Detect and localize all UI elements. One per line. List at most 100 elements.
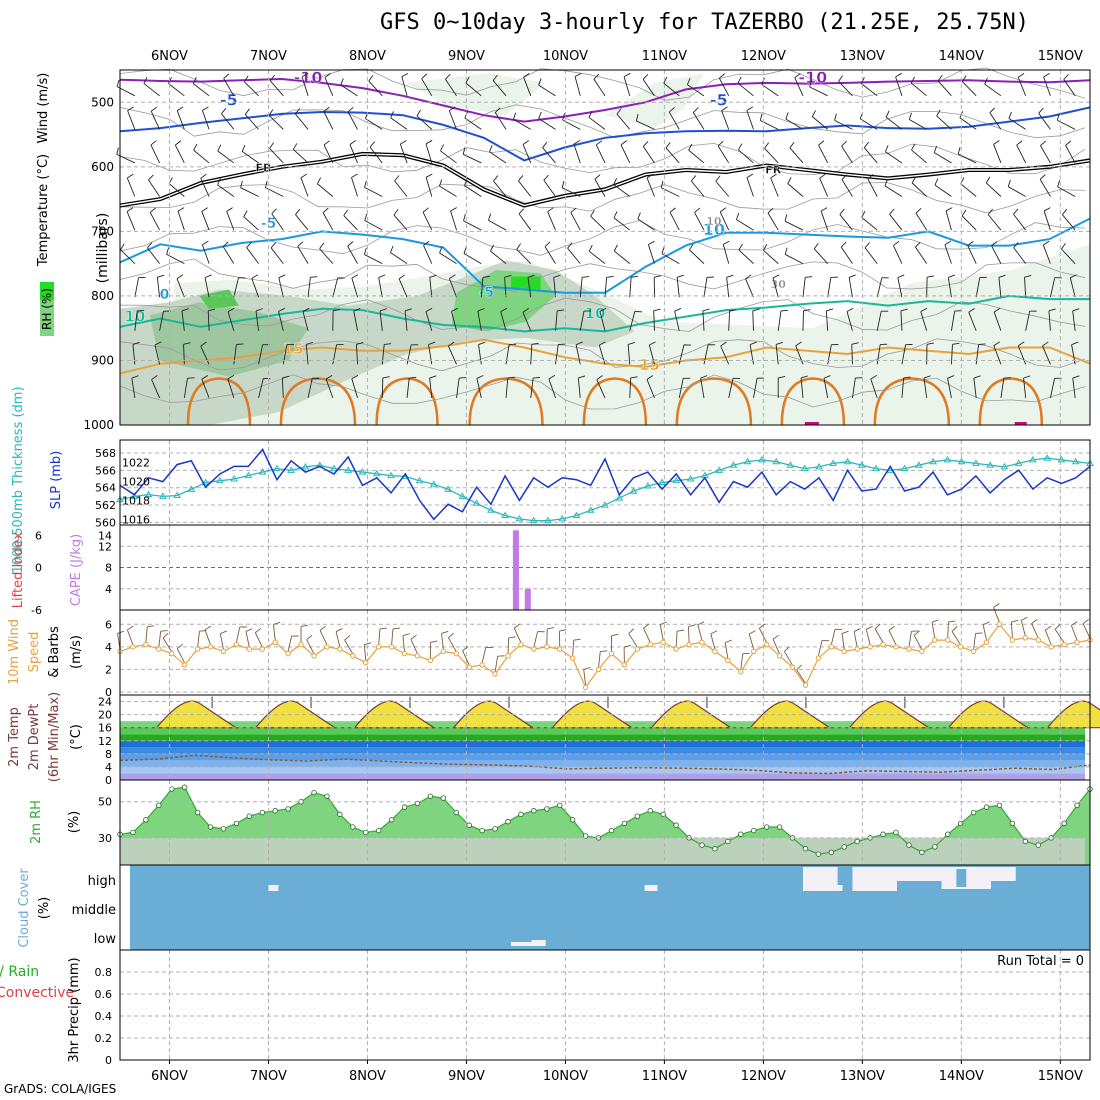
wind-barb-flag xyxy=(630,376,638,379)
thickness-marker xyxy=(1029,455,1037,463)
wind-barb-shaft xyxy=(915,246,928,264)
wind-barb-shaft xyxy=(998,277,1002,298)
wind-barb-flag xyxy=(356,342,364,345)
wind-barb-flag xyxy=(805,276,813,278)
wind-barb-shaft xyxy=(737,82,754,97)
wind-barb-shaft xyxy=(784,254,804,265)
rh-marker xyxy=(957,820,964,827)
wind-barb-shaft xyxy=(702,310,705,331)
temp-tick-label: 16 xyxy=(98,722,112,735)
wind-barb-shaft xyxy=(227,311,235,331)
wind-barb-shaft xyxy=(555,310,558,331)
wind-barb-flag xyxy=(677,274,684,278)
thickness-marker xyxy=(273,464,281,472)
wind-barb-flag xyxy=(137,309,145,312)
wind-barb-shaft xyxy=(613,217,631,231)
wind-barb-shaft xyxy=(393,214,408,231)
wind-speed-marker xyxy=(1074,639,1080,646)
wind-barb-shaft xyxy=(378,628,381,645)
cloud-patch-gap xyxy=(956,869,967,887)
wind-barb-flag xyxy=(245,628,253,632)
credit-label: GrADS: COLA/IGES xyxy=(4,1082,117,1096)
wind-barb-shaft xyxy=(839,214,853,231)
wind-barb-flag xyxy=(903,376,911,379)
wind-barb-shaft xyxy=(947,622,949,639)
wind-barb-flag xyxy=(183,342,191,345)
wind-barb-flag xyxy=(202,106,209,111)
wind-barb-flag xyxy=(1011,619,1019,623)
wind-barb-shaft xyxy=(207,310,210,331)
rh-marker xyxy=(259,809,265,816)
wind-barb-flag xyxy=(599,307,607,312)
wind-barb-flag xyxy=(278,307,286,312)
temp-max-hump xyxy=(749,700,832,729)
wind-barb-shaft xyxy=(876,344,881,365)
wind-barb-flag xyxy=(273,621,281,625)
wind-speed-marker xyxy=(841,648,847,655)
wind-barb-shaft xyxy=(322,212,334,231)
wind-barb-flag xyxy=(723,240,730,245)
wind-barb-flag xyxy=(166,247,169,255)
thickness-marker xyxy=(843,457,852,465)
wind-barb-flag xyxy=(820,207,828,212)
wind-barb-shaft xyxy=(665,147,680,164)
wind-barb-flag xyxy=(379,627,387,630)
thickness-marker xyxy=(1057,455,1066,463)
wind-barb-flag xyxy=(477,308,485,312)
wind-barb-flag xyxy=(944,240,952,246)
wind-barb-shaft xyxy=(901,344,906,365)
wind-barb-shaft xyxy=(984,83,1002,97)
wind-barb-shaft xyxy=(391,628,394,645)
thickness-marker xyxy=(344,466,353,473)
thickness-marker xyxy=(301,462,310,470)
wind-barb-flag xyxy=(439,246,443,254)
wind-barb-shaft xyxy=(143,83,160,97)
wind-speed-marker xyxy=(970,648,977,655)
wind-barb-flag xyxy=(181,308,189,312)
wind-barb-shaft xyxy=(505,344,510,365)
wind-barb-flag xyxy=(784,214,788,222)
wind-barb-flag xyxy=(465,76,470,84)
wind-barb-flag xyxy=(148,174,154,181)
wind-barb-shaft xyxy=(258,378,264,398)
wind-barb-shaft xyxy=(1031,623,1039,639)
thickness-label: 1000-500mb Thickness (dm) xyxy=(11,386,26,573)
wind-barb-flag xyxy=(300,173,308,179)
wind-barb-flag xyxy=(787,177,792,184)
wind-barb-flag xyxy=(221,108,227,114)
wind-barb-shaft xyxy=(154,344,161,365)
wind-barb-shaft xyxy=(1008,118,1026,130)
wind-barb-shaft xyxy=(204,629,211,646)
wind-barb-shaft xyxy=(613,184,631,197)
wind-barb-flag xyxy=(811,110,816,117)
wind-speed-marker xyxy=(634,646,641,652)
wind-barb-shaft xyxy=(897,277,903,298)
wind-barb-flag xyxy=(1057,180,1061,188)
wind-barb-flag xyxy=(796,664,802,671)
wind-barb-shaft xyxy=(448,110,457,130)
wind-barb-flag xyxy=(745,274,752,280)
thickness-marker xyxy=(216,476,224,484)
wind-speed-marker xyxy=(285,650,291,657)
wind-barb-shaft xyxy=(351,277,358,298)
wind-barb-shaft xyxy=(915,212,928,231)
wind-barb-flag xyxy=(278,274,286,279)
wind-barb-flag xyxy=(227,375,235,380)
dewpoint-line xyxy=(119,754,1091,775)
wind-barb-shaft xyxy=(351,378,358,399)
wind-barb-flag xyxy=(322,207,329,213)
wind-barb-flag xyxy=(120,243,125,250)
wind-barb-flag xyxy=(404,308,412,312)
wind-barb-flag xyxy=(593,73,600,80)
wind-barb-shaft xyxy=(967,245,977,264)
wind-barb-flag xyxy=(478,341,486,345)
wind-barb-shaft xyxy=(960,183,977,197)
wind-barb-flag xyxy=(600,650,608,652)
wind-barb-flag xyxy=(975,632,983,634)
wind-barb-shaft xyxy=(1070,625,1078,641)
wind-barb-flag xyxy=(306,341,314,345)
wind-barb-shaft xyxy=(523,77,532,96)
thickness-tick-label: 562 xyxy=(95,499,116,512)
wind-speed-marker xyxy=(311,653,317,659)
wind-barb-shaft xyxy=(675,631,678,648)
